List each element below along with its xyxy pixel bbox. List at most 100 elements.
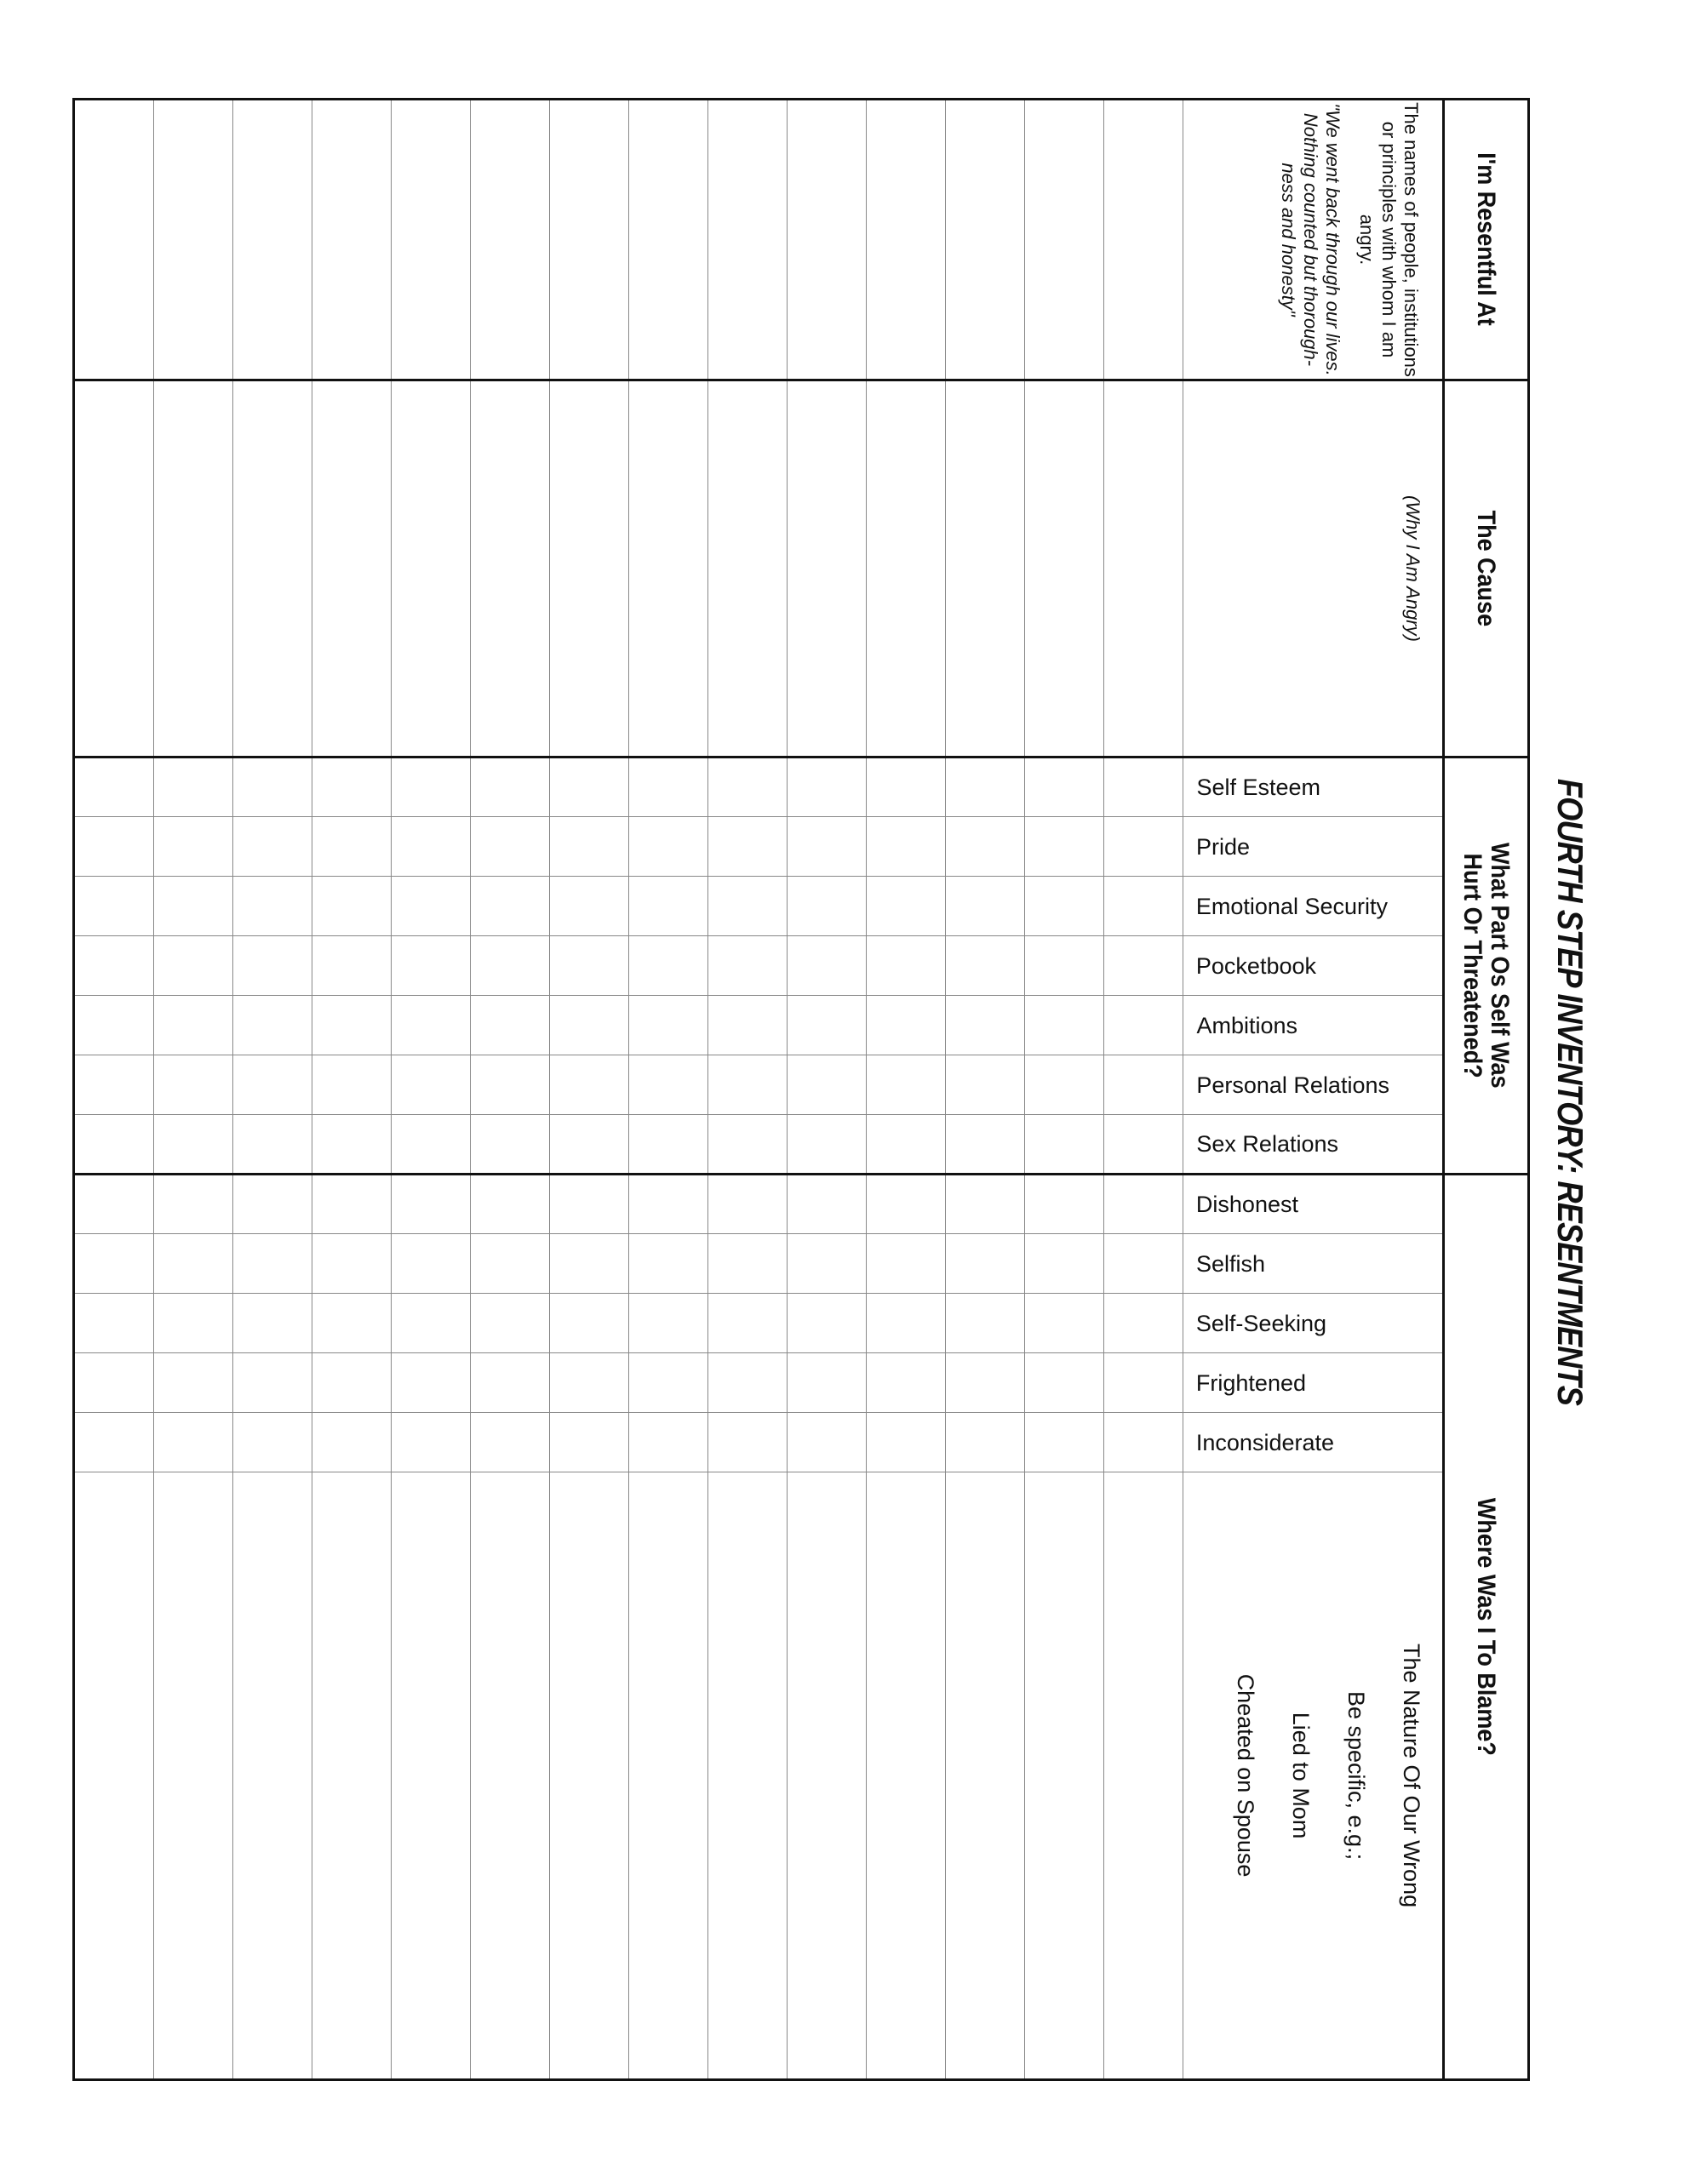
entry-cell [549,935,629,996]
entry-cell [628,1472,708,2080]
entry-cell [73,1233,154,1294]
entry-cell [707,1174,788,1234]
entry-cell [945,935,1025,996]
self-label-text: Pride [1196,833,1251,860]
entry-cell [153,380,233,758]
entry-cell [1103,380,1183,758]
entry-cell [312,1174,392,1234]
entry-cell [945,1293,1025,1353]
entry-cell [945,1412,1025,1472]
self-label-text: Pocketbook [1196,952,1317,979]
entry-cell [391,1472,471,2080]
entry-cell [787,1412,867,1472]
entry-cell [866,816,946,877]
entry-cell [73,380,154,758]
entry-cell [73,1174,154,1234]
entry-cell [470,1472,550,2080]
entry-cell [1024,1055,1104,1115]
entry-cell [312,816,392,877]
entry-cell [945,1055,1025,1115]
entry-cell [232,1293,312,1353]
entry-cell [866,757,946,817]
entry-cell [312,1472,392,2080]
entry-cell [787,816,867,877]
entry-cell [153,99,233,380]
resentment-inventory-table: I'm Resentful At The Cause What Part Os … [72,98,1530,2081]
entry-cell [628,1233,708,1294]
page-title: FOURTH STEP INVENTORY: RESENTMENTS [1549,0,1590,2184]
entry-cell [866,1055,946,1115]
entry-cell [73,1293,154,1353]
entry-cell [707,99,788,380]
entry-cell [549,757,629,817]
entry-cell [232,380,312,758]
entry-cell [1024,1352,1104,1413]
entry-cell [470,1055,550,1115]
entry-cell [945,380,1025,758]
entry-cell [153,876,233,936]
entry-cell [787,1114,867,1175]
entry-cell [707,380,788,758]
blame-label: Inconsiderate [1183,1412,1444,1472]
entry-cell [549,1055,629,1115]
header-row: I'm Resentful At The Cause What Part Os … [1443,99,1529,2080]
entry-cell [1024,935,1104,996]
entry-row [391,99,471,2080]
entry-cell [470,1233,550,1294]
entry-cell [866,1412,946,1472]
header-text: The Cause [1472,510,1501,627]
entry-cell [549,876,629,936]
self-label: Ambitions [1183,995,1444,1055]
entry-cell [628,1114,708,1175]
entry-cell [391,876,471,936]
entry-cell [391,1055,471,1115]
blame-label-text: Self-Seeking [1196,1310,1327,1336]
entry-cell [787,380,867,758]
entry-cell [1024,380,1104,758]
entry-cell [866,1174,946,1234]
self-label: Pride [1183,816,1444,877]
entry-cell [628,1352,708,1413]
entry-cell [73,816,154,877]
self-label-text: Sex Relations [1196,1131,1338,1158]
entry-cell [787,1472,867,2080]
entry-cell [707,816,788,877]
entry-cell [232,1233,312,1294]
entry-cell [153,995,233,1055]
header-text-line2: Hurt Or Threatened? [1458,853,1487,1078]
entry-cell [787,1233,867,1294]
cause-note: (Why I Am Angry) [1402,495,1423,642]
entry-cell [232,876,312,936]
entry-cell [1103,1174,1183,1234]
entry-cell [1103,1114,1183,1175]
entry-cell [153,757,233,817]
entry-row [73,99,154,2080]
entry-row [312,99,392,2080]
entry-cell [1024,1174,1104,1234]
entry-cell [866,1233,946,1294]
entry-cell [1103,1293,1183,1353]
entry-cell [1103,876,1183,936]
entry-cell [153,1055,233,1115]
entry-cell [628,876,708,936]
entry-cell [312,876,392,936]
entry-row [153,99,233,2080]
entry-cell [866,995,946,1055]
entry-cell [945,1352,1025,1413]
entry-cell [628,1055,708,1115]
entry-cell [470,1352,550,1413]
entry-cell [707,876,788,936]
entry-cell [232,816,312,877]
entry-cell [312,1412,392,1472]
entry-cell [232,1412,312,1472]
entry-cell [153,1293,233,1353]
entry-cell [707,995,788,1055]
entry-cell [1103,935,1183,996]
entry-cell [1103,1233,1183,1294]
entry-cell [707,757,788,817]
entry-cell [549,1293,629,1353]
entry-cell [232,1055,312,1115]
entry-cell [470,99,550,380]
entry-cell [153,1233,233,1294]
entry-row [1103,99,1183,2080]
